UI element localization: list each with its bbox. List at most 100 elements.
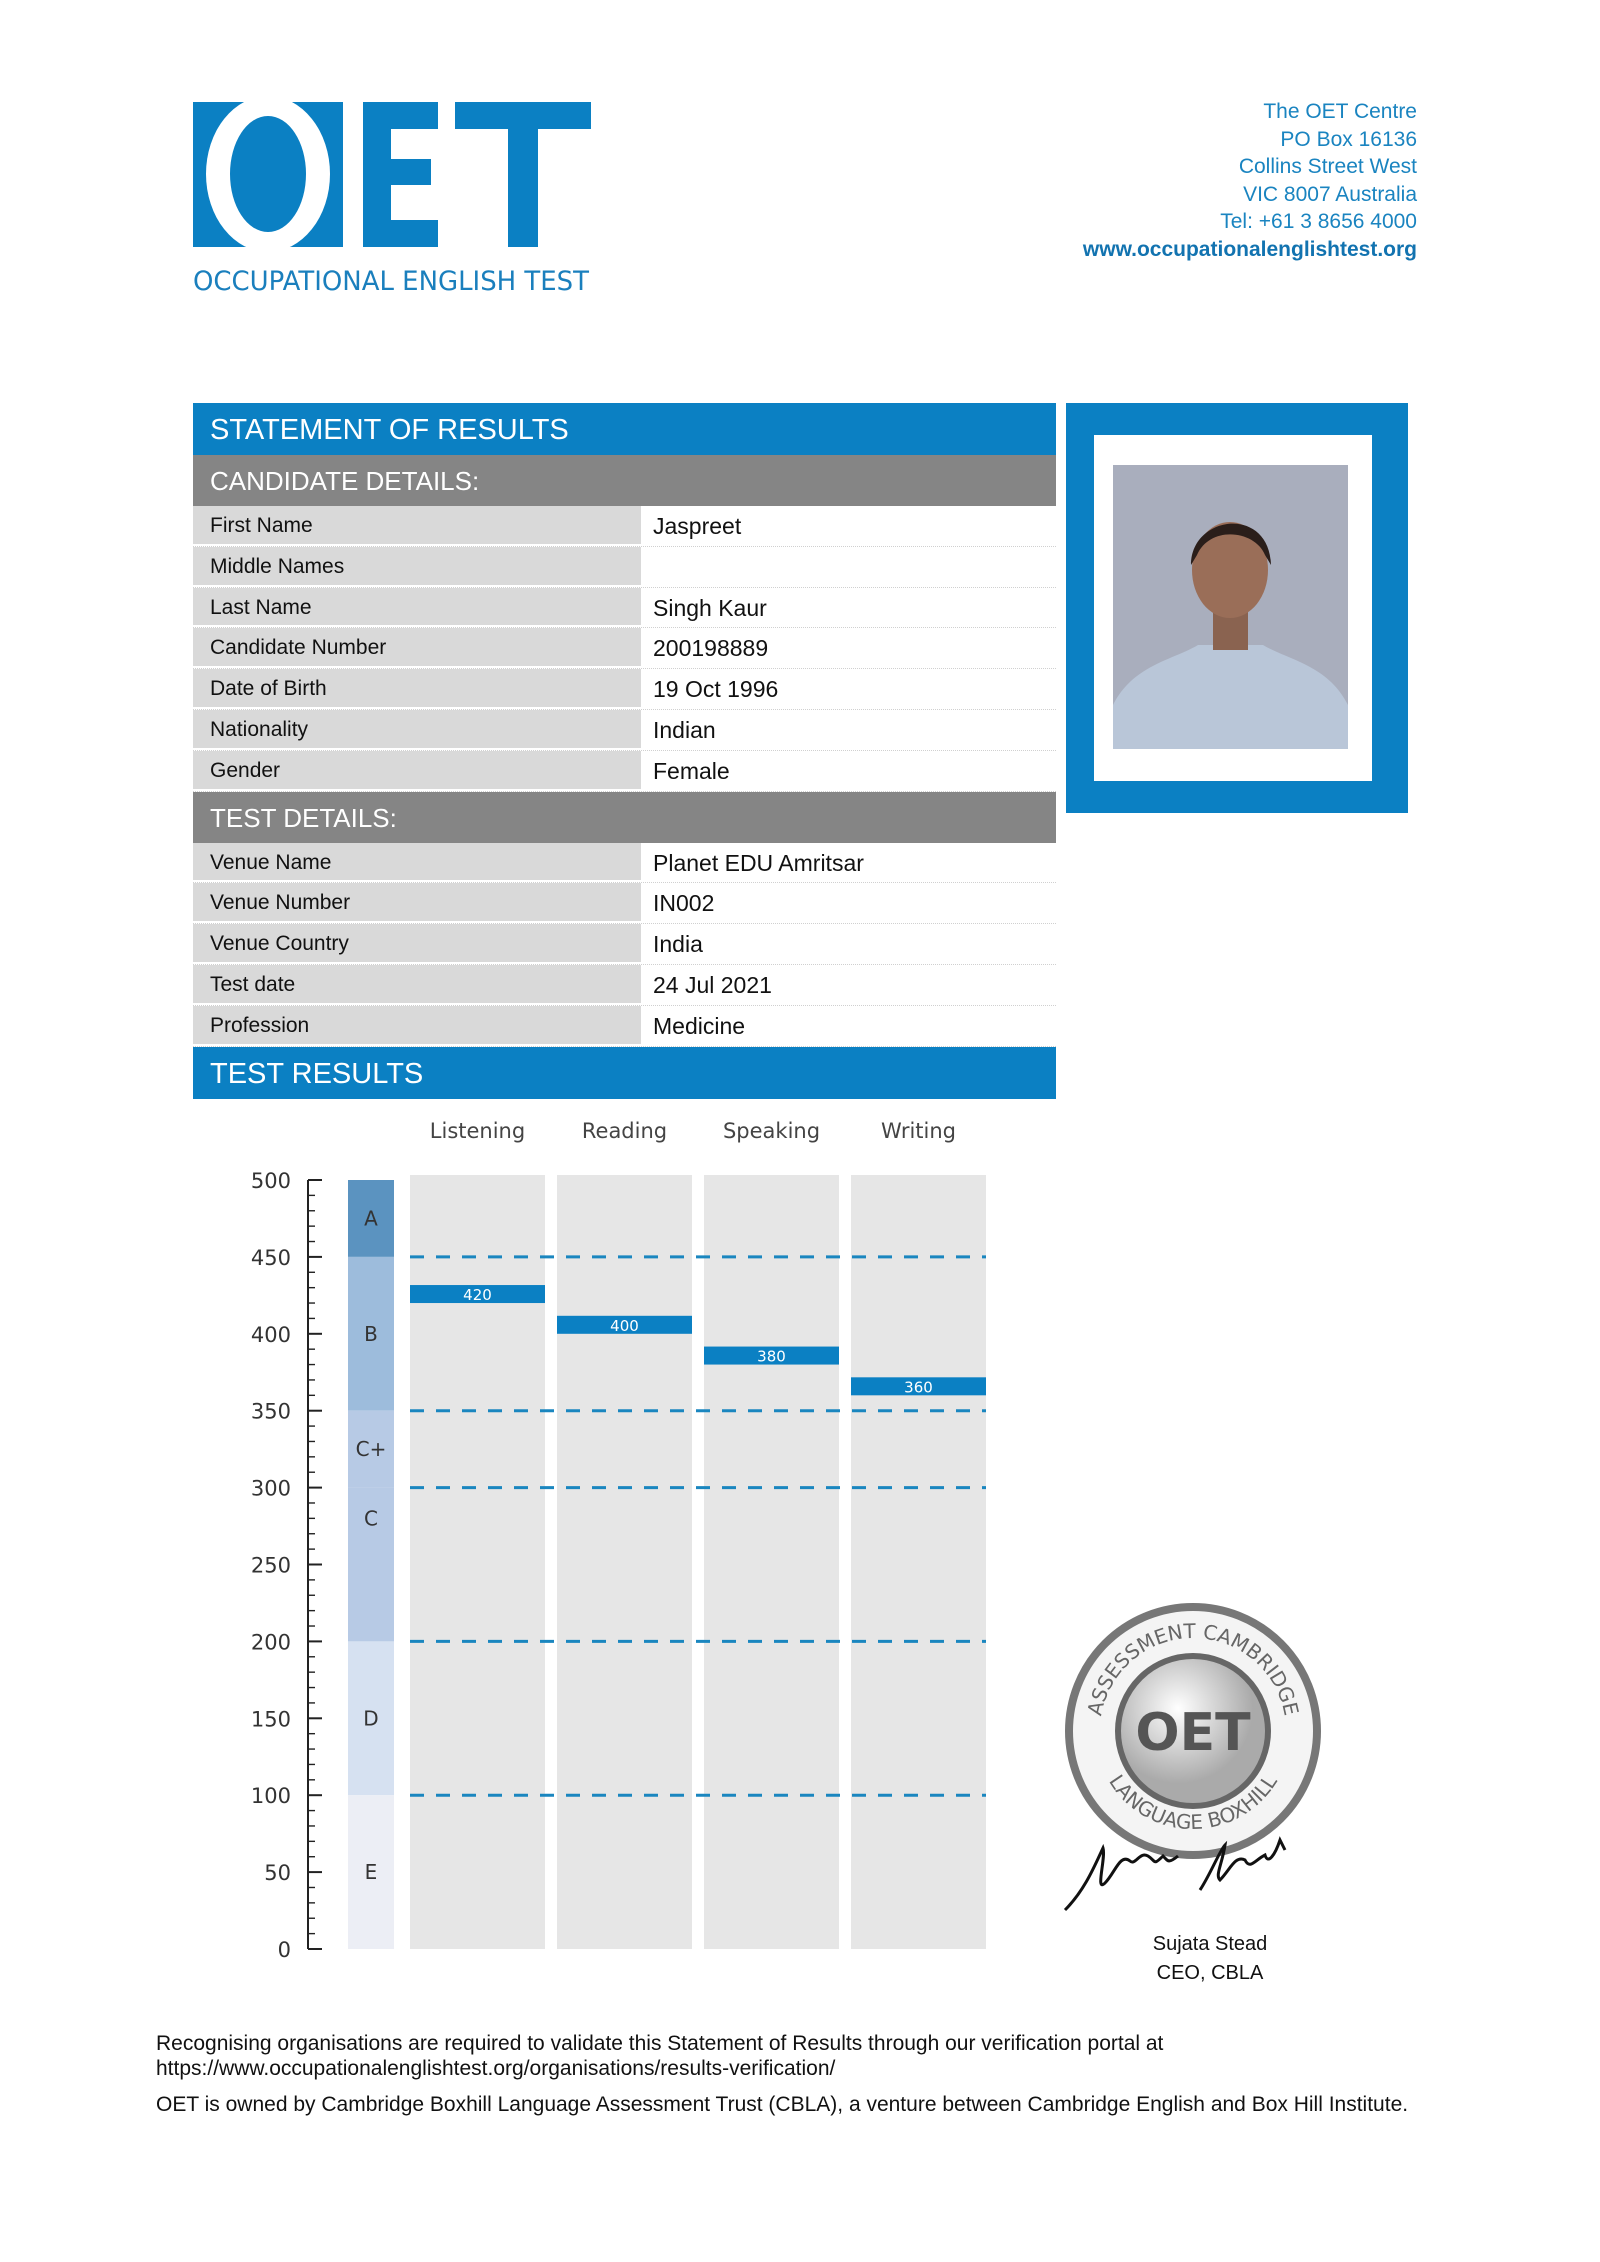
detail-row: Venue Name Planet EDU Amritsar bbox=[193, 842, 1056, 884]
grade-label: E bbox=[365, 1860, 378, 1884]
grade-band-e bbox=[348, 1795, 394, 1949]
detail-row: Middle Names bbox=[193, 546, 1056, 588]
detail-value: Medicine bbox=[653, 1012, 746, 1039]
grade-label: B bbox=[364, 1322, 378, 1346]
detail-value bbox=[641, 547, 1056, 587]
signatory: Sujata Stead CEO, CBLA bbox=[1090, 1930, 1330, 1988]
signature bbox=[1063, 1836, 1287, 1912]
detail-value: 200198889 bbox=[653, 635, 769, 662]
y-tick-label: 0 bbox=[278, 1938, 291, 1962]
detail-row: Last Name Singh Kaur bbox=[193, 587, 1056, 629]
detail-value: Singh Kaur bbox=[653, 594, 767, 621]
score-label: 400 bbox=[610, 1317, 639, 1335]
results-table: STATEMENT OF RESULTS CANDIDATE DETAILS: … bbox=[193, 403, 1056, 1099]
y-tick-label: 500 bbox=[251, 1169, 291, 1193]
detail-row: Test date 24 Jul 2021 bbox=[193, 964, 1056, 1006]
detail-value: Planet EDU Amritsar bbox=[653, 849, 864, 876]
score-column bbox=[851, 1175, 986, 1949]
detail-label: Venue Name bbox=[193, 842, 641, 883]
score-label: 360 bbox=[904, 1378, 933, 1396]
score-column bbox=[410, 1175, 545, 1949]
detail-label: Venue Number bbox=[193, 883, 641, 924]
detail-value: IN002 bbox=[653, 890, 715, 917]
statement-title: STATEMENT OF RESULTS bbox=[193, 403, 1056, 455]
grade-band-a bbox=[348, 1180, 394, 1257]
detail-value: Indian bbox=[653, 716, 716, 743]
y-tick-label: 350 bbox=[251, 1400, 291, 1424]
detail-value: 19 Oct 1996 bbox=[653, 676, 779, 703]
grade-band-b bbox=[348, 1256, 394, 1411]
detail-row: Venue Country India bbox=[193, 924, 1056, 965]
detail-label: Gender bbox=[193, 750, 641, 791]
photo-frame bbox=[1066, 403, 1408, 813]
detail-label: Venue Country bbox=[193, 924, 641, 964]
footer-ownership-text: OET is owned by Cambridge Boxhill Langua… bbox=[156, 2093, 1409, 2116]
detail-row: Profession Medicine bbox=[193, 1005, 1056, 1047]
grade-label: C+ bbox=[356, 1437, 387, 1461]
grade-band-c bbox=[348, 1487, 394, 1642]
grade-label: A bbox=[364, 1206, 378, 1230]
address-phone: Tel: +61 3 8656 4000 bbox=[1220, 210, 1417, 233]
test-results-title: TEST RESULTS bbox=[193, 1046, 1056, 1099]
detail-value: India bbox=[653, 931, 703, 958]
svg-text:OCCUPATIONAL ENGLISH TEST: OCCUPATIONAL ENGLISH TEST bbox=[193, 266, 589, 297]
score-bar bbox=[557, 1315, 692, 1334]
address-line: The OET Centre bbox=[1263, 100, 1417, 123]
detail-row: Gender Female bbox=[193, 750, 1056, 792]
y-tick-label: 200 bbox=[251, 1630, 291, 1654]
verification-url[interactable]: https://www.occupationalenglishtest.org/… bbox=[156, 2057, 836, 2080]
y-tick-label: 150 bbox=[251, 1707, 291, 1731]
candidate-photo bbox=[1113, 465, 1348, 749]
centre-address: The OET Centre PO Box 16136 Collins Stre… bbox=[1083, 98, 1417, 263]
score-label: 380 bbox=[757, 1348, 786, 1366]
detail-row: Date of Birth 19 Oct 1996 bbox=[193, 669, 1056, 710]
test-details-heading: TEST DETAILS: bbox=[193, 791, 1056, 843]
y-tick-label: 100 bbox=[251, 1784, 291, 1808]
signatory-title: CEO, CBLA bbox=[1156, 1962, 1264, 1984]
grade-band-d bbox=[348, 1641, 394, 1796]
detail-value: Female bbox=[653, 757, 730, 784]
detail-value: Jaspreet bbox=[653, 513, 742, 539]
website-link[interactable]: www.occupationalenglishtest.org bbox=[1082, 237, 1417, 261]
category-label: Reading bbox=[582, 1119, 667, 1143]
grade-band-c-plus bbox=[348, 1410, 394, 1488]
score-bar bbox=[410, 1285, 545, 1304]
grade-label: C bbox=[364, 1506, 378, 1530]
detail-label: Test date bbox=[193, 964, 641, 1005]
footer: Recognising organisations are required t… bbox=[156, 2031, 1576, 2117]
signatory-name: Sujata Stead bbox=[1152, 1933, 1268, 1955]
detail-value: 24 Jul 2021 bbox=[653, 971, 772, 998]
address-line: PO Box 16136 bbox=[1280, 127, 1417, 151]
cbla-seal: OET ASSESSMENT CAMBRIDGE LANGUAGE BOXHIL… bbox=[1063, 1603, 1321, 1912]
detail-label: Middle Names bbox=[193, 546, 641, 587]
category-label: Speaking bbox=[723, 1119, 820, 1143]
candidate-details-heading: CANDIDATE DETAILS: bbox=[193, 455, 1056, 506]
detail-label: Last Name bbox=[193, 587, 641, 628]
score-chart: 0 50 100 150 200 250 300 350 400 450 500 A B C+ C D E Lis… bbox=[251, 1119, 986, 1962]
detail-row: Nationality Indian bbox=[193, 709, 1056, 751]
score-bar bbox=[704, 1346, 839, 1365]
category-label: Listening bbox=[430, 1119, 525, 1143]
y-tick-label: 400 bbox=[251, 1323, 291, 1347]
y-tick-label: 250 bbox=[251, 1554, 291, 1578]
y-tick-label: 450 bbox=[251, 1246, 291, 1270]
svg-text:OET: OET bbox=[1135, 1703, 1251, 1763]
address-line: VIC 8007 Australia bbox=[1243, 182, 1417, 206]
footer-verification-text: Recognising organisations are required t… bbox=[156, 2032, 1164, 2055]
detail-label: Profession bbox=[193, 1005, 641, 1046]
y-tick-label: 50 bbox=[264, 1861, 291, 1885]
score-column bbox=[704, 1175, 839, 1949]
y-tick-label: 300 bbox=[251, 1477, 291, 1501]
detail-label: Candidate Number bbox=[193, 628, 641, 669]
detail-row: Candidate Number 200198889 bbox=[193, 628, 1056, 670]
score-bar bbox=[851, 1377, 986, 1396]
grade-label: D bbox=[363, 1706, 378, 1730]
detail-label: Nationality bbox=[193, 709, 641, 750]
score-column bbox=[557, 1175, 692, 1949]
detail-label: Date of Birth bbox=[193, 669, 641, 709]
detail-row: Venue Number IN002 bbox=[193, 883, 1056, 925]
category-label: Writing bbox=[881, 1119, 956, 1143]
oet-logo: OCCUPATIONAL ENGLISH TEST bbox=[193, 100, 591, 297]
detail-row: First Name Jaspreet bbox=[193, 506, 1056, 547]
detail-label: First Name bbox=[193, 506, 641, 546]
